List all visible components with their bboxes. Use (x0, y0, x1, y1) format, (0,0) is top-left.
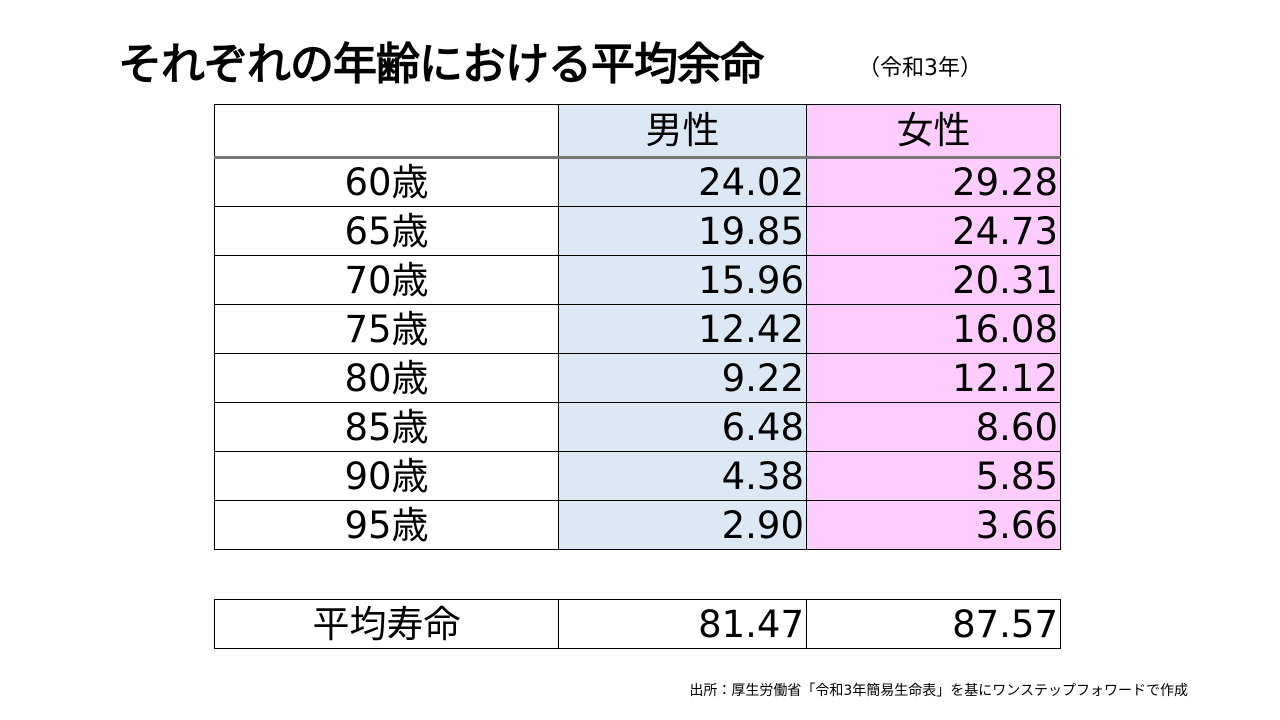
title: それぞれの年齢における平均余命 (118, 39, 764, 90)
header-row: 男性 女性 (214, 104, 1061, 159)
value-cell: 9.22 (558, 353, 807, 403)
age-cell: 70歳 (214, 255, 559, 305)
value-cell: 6.48 (558, 402, 807, 452)
age-cell: 90歳 (214, 451, 559, 501)
age-cell: 60歳 (214, 157, 559, 207)
table-row: 70歳 15.96 20.31 (214, 255, 1061, 305)
value-cell: 15.96 (558, 255, 807, 305)
label-cell: 平均寿命 (214, 599, 559, 649)
value-cell: 29.28 (806, 157, 1061, 207)
value-cell: 81.47 (558, 599, 807, 649)
header-cell: 女性 (806, 104, 1061, 159)
value-cell: 20.31 (806, 255, 1061, 305)
subtitle: （令和3年） (858, 56, 982, 81)
table-row: 85歳 6.48 8.60 (214, 402, 1061, 452)
header-cell: 男性 (558, 104, 807, 159)
table-row: 90歳 4.38 5.85 (214, 451, 1061, 501)
table-row: 60歳 24.02 29.28 (214, 157, 1061, 207)
life-table: 男性 女性 60歳 24.02 29.28 65歳 19.85 24.73 70歳 15.96 20… (214, 104, 1061, 550)
value-cell: 8.60 (806, 402, 1061, 452)
value-cell: 24.73 (806, 206, 1061, 256)
value-cell: 16.08 (806, 304, 1061, 354)
table-row: 80歳 9.22 12.12 (214, 353, 1061, 403)
summary-table: 平均寿命 81.47 87.57 (214, 599, 1061, 649)
age-cell: 75歳 (214, 304, 559, 354)
value-cell: 87.57 (806, 599, 1061, 649)
summary-row: 平均寿命 81.47 87.57 (214, 599, 1061, 649)
value-cell: 19.85 (558, 206, 807, 256)
age-cell: 80歳 (214, 353, 559, 403)
value-cell: 12.12 (806, 353, 1061, 403)
age-cell: 85歳 (214, 402, 559, 452)
value-cell: 12.42 (558, 304, 807, 354)
value-cell: 4.38 (558, 451, 807, 501)
table-row: 75歳 12.42 16.08 (214, 304, 1061, 354)
source-note: 出所：厚生労働省「令和3年簡易生命表」を基にワンステップフォワードで作成 (689, 683, 1188, 699)
age-cell: 95歳 (214, 500, 559, 550)
age-cell: 65歳 (214, 206, 559, 256)
value-cell: 5.85 (806, 451, 1061, 501)
value-cell: 24.02 (558, 157, 807, 207)
header-cell (214, 104, 559, 159)
value-cell: 3.66 (806, 500, 1061, 550)
value-cell: 2.90 (558, 500, 807, 550)
table-row: 95歳 2.90 3.66 (214, 500, 1061, 550)
table-row: 65歳 19.85 24.73 (214, 206, 1061, 256)
